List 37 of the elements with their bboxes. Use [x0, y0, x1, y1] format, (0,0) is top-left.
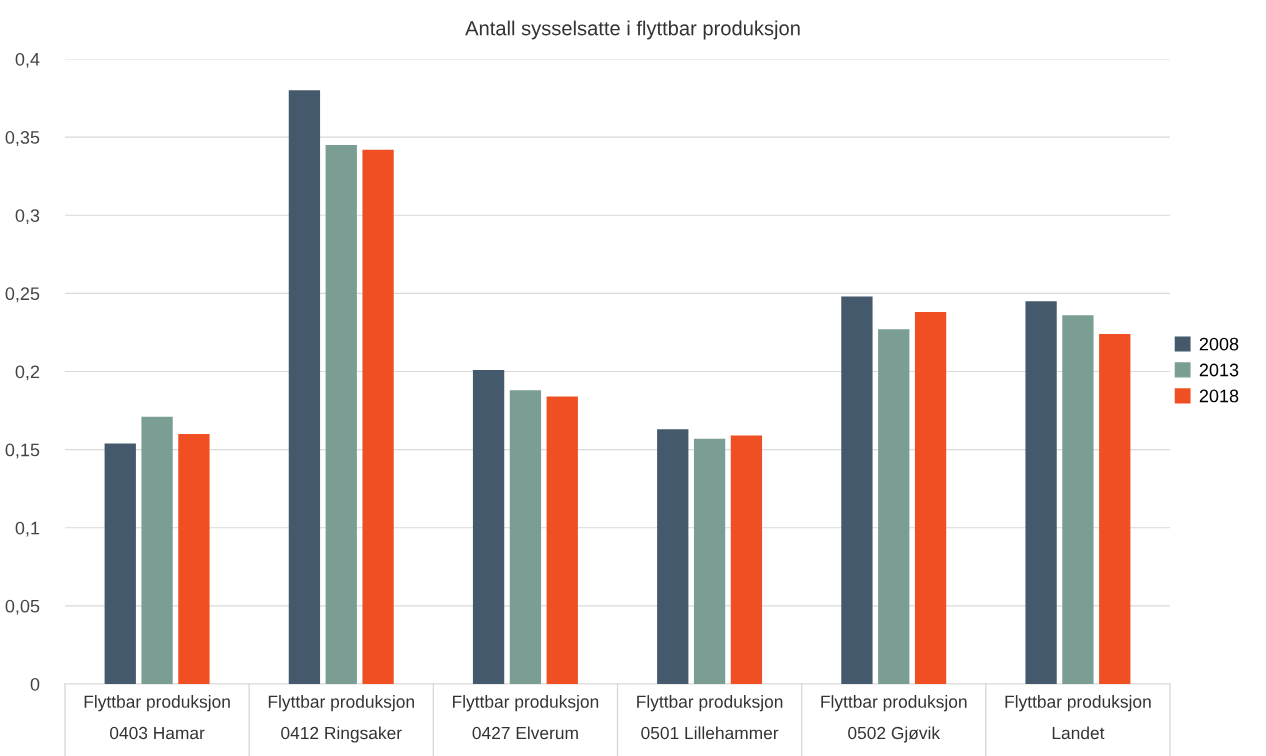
bar [178, 434, 210, 684]
bar [1062, 315, 1094, 684]
bar [693, 438, 726, 684]
y-tick-label: 0,25 [5, 287, 40, 303]
y-tick-label: 0,15 [5, 443, 40, 459]
x-tick-label: Flyttbar produksjon 0403 Hamar [84, 695, 230, 740]
bar [288, 90, 321, 684]
chart-title: Antall sysselsatte i flyttbar produksjon [465, 20, 800, 40]
bar [104, 443, 136, 684]
y-tick-label: 0,3 [15, 209, 40, 225]
y-tick-label: 0,2 [15, 365, 40, 381]
y-tick-label: 0,1 [15, 521, 40, 537]
x-tick-label: Flyttbar produksjon Landet [1005, 695, 1151, 740]
bar [914, 312, 947, 684]
bar [657, 429, 689, 684]
y-tick-label: 0 [30, 677, 40, 691]
bar [1025, 301, 1057, 684]
bar [1099, 334, 1131, 684]
bar [546, 396, 578, 684]
legend-label: 2018 [1199, 389, 1239, 403]
bar [472, 369, 505, 684]
x-tick-label: Flyttbar produksjon 0502 Gjøvik [821, 695, 967, 743]
bar [730, 435, 763, 684]
bar [325, 144, 357, 684]
legend-label: 2008 [1199, 337, 1239, 351]
y-tick-label: 0,05 [5, 599, 40, 615]
y-tick-label: 0,35 [5, 131, 40, 146]
legend-label: 2013 [1199, 363, 1239, 377]
bar [362, 149, 394, 684]
x-tick-label: Flyttbar produksjon 0501 Lillehammer [637, 695, 783, 740]
bar [141, 416, 173, 684]
y-tick-label: 0,4 [15, 52, 40, 68]
bar [841, 296, 873, 684]
x-tick-label: Flyttbar produksjon 0412 Ringsaker [268, 695, 414, 743]
bar [878, 329, 910, 684]
x-tick-label: Flyttbar produksjon 0427 Elverum [453, 695, 599, 740]
bar [509, 390, 542, 684]
